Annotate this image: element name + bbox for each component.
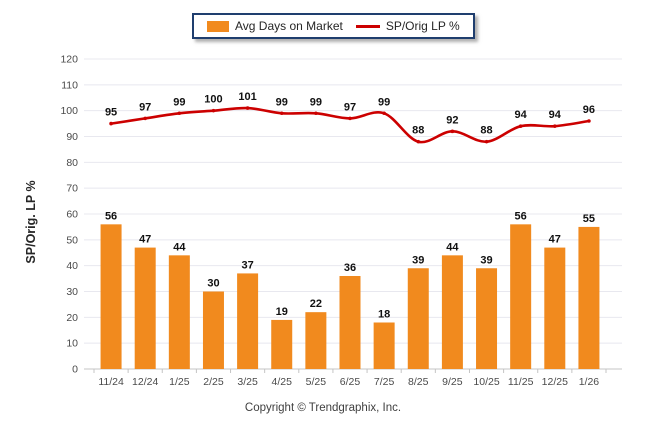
bar — [544, 247, 566, 369]
y-tick-label: 120 — [60, 54, 78, 66]
x-tick-label: 3/25 — [237, 376, 258, 388]
bar-value-label: 44 — [446, 241, 459, 253]
line-value-label: 94 — [515, 109, 528, 121]
line-point — [416, 139, 421, 144]
x-tick-label: 7/25 — [374, 376, 395, 388]
bar-value-label: 39 — [412, 254, 424, 266]
y-tick-label: 100 — [60, 105, 78, 117]
x-tick-label: 8/25 — [408, 376, 429, 388]
bar-value-label: 56 — [515, 210, 527, 222]
bar — [373, 322, 395, 369]
line-value-label: 99 — [173, 96, 185, 108]
legend-item-line: SP/Orig LP % — [355, 19, 460, 33]
x-tick-label: 4/25 — [272, 376, 293, 388]
bar — [134, 247, 156, 369]
y-tick-label: 80 — [66, 157, 78, 169]
bar — [305, 312, 327, 369]
bar-value-label: 47 — [139, 234, 151, 246]
bar-value-label: 22 — [310, 298, 322, 310]
line-point — [177, 111, 182, 116]
bar-value-label: 55 — [583, 213, 595, 225]
line-point — [518, 124, 523, 128]
y-tick-label: 90 — [66, 131, 78, 143]
bar — [237, 273, 259, 369]
x-tick-label: 6/25 — [340, 376, 361, 388]
bar — [271, 319, 293, 369]
line-point — [211, 108, 216, 113]
x-tick-label: 1/26 — [579, 376, 600, 388]
x-tick-label: 10/25 — [473, 376, 499, 388]
bar — [510, 224, 532, 369]
line-value-label: 95 — [105, 107, 117, 119]
line-swatch-icon — [355, 24, 380, 28]
line-point — [348, 116, 352, 121]
line-point — [450, 129, 455, 134]
bar — [202, 291, 224, 369]
line-point — [553, 124, 557, 128]
line-value-label: 94 — [549, 109, 562, 121]
x-tick-label: 11/24 — [98, 376, 124, 388]
y-tick-label: 40 — [66, 260, 78, 272]
bar-value-label: 39 — [480, 254, 492, 266]
line-value-label: 96 — [583, 104, 595, 116]
line-point — [314, 111, 318, 116]
y-tick-label: 0 — [72, 364, 78, 376]
line-point — [382, 111, 386, 116]
y-tick-label: 30 — [66, 286, 78, 298]
x-tick-label: 11/25 — [508, 376, 534, 388]
y-tick-label: 10 — [66, 338, 78, 350]
bar-value-label: 37 — [241, 259, 253, 271]
x-tick-label: 12/24 — [132, 376, 158, 388]
line-value-label: 99 — [378, 96, 390, 108]
line-value-label: 99 — [310, 96, 322, 108]
line-point — [279, 111, 284, 116]
x-tick-label: 12/25 — [542, 376, 568, 388]
bar — [578, 226, 600, 369]
bar-value-label: 47 — [549, 234, 561, 246]
y-tick-label: 70 — [66, 183, 78, 195]
line-point — [587, 119, 591, 123]
chart-legend: Avg Days on Market SP/Orig LP % — [192, 13, 475, 39]
line-value-label: 99 — [276, 96, 288, 108]
bar — [339, 276, 361, 369]
x-tick-label: 2/25 — [203, 376, 224, 388]
y-tick-label: 50 — [66, 234, 78, 246]
x-tick-label: 9/25 — [442, 376, 463, 388]
y-tick-label: 60 — [66, 209, 78, 221]
bar-value-label: 30 — [207, 278, 219, 290]
line-point — [109, 121, 113, 126]
x-tick-label: 1/25 — [169, 376, 190, 388]
y-tick-label: 110 — [61, 79, 78, 91]
line-point — [143, 116, 147, 121]
legend-item-bar: Avg Days on Market — [207, 19, 343, 33]
line-value-label: 88 — [480, 125, 492, 137]
line-value-label: 100 — [204, 94, 222, 106]
line-value-label: 97 — [139, 101, 151, 113]
line-value-label: 92 — [446, 114, 458, 126]
line-legend-label: SP/Orig LP % — [385, 19, 460, 33]
bar-value-label: 19 — [276, 306, 288, 318]
bar — [476, 268, 498, 369]
bar — [407, 268, 429, 369]
line-point — [245, 106, 250, 110]
line-value-label: 97 — [344, 101, 356, 113]
y-tick-label: 20 — [66, 312, 78, 324]
x-tick-label: 5/25 — [306, 376, 327, 388]
line-point — [484, 139, 489, 144]
bar — [168, 255, 190, 369]
copyright-text: Copyright © Trendgraphix, Inc. — [244, 402, 402, 414]
bar-value-label: 56 — [105, 210, 117, 222]
bar-legend-label: Avg Days on Market — [235, 19, 343, 33]
bar-swatch-icon — [207, 20, 229, 32]
line-value-label: 88 — [412, 125, 424, 137]
y-axis-title: SP/Orig. LP % — [24, 180, 38, 264]
bar-value-label: 44 — [173, 241, 186, 253]
bar — [441, 255, 463, 369]
bar-value-label: 18 — [378, 309, 390, 321]
line-value-label: 101 — [238, 91, 256, 103]
bar-value-label: 36 — [344, 262, 356, 274]
bar — [100, 224, 122, 369]
